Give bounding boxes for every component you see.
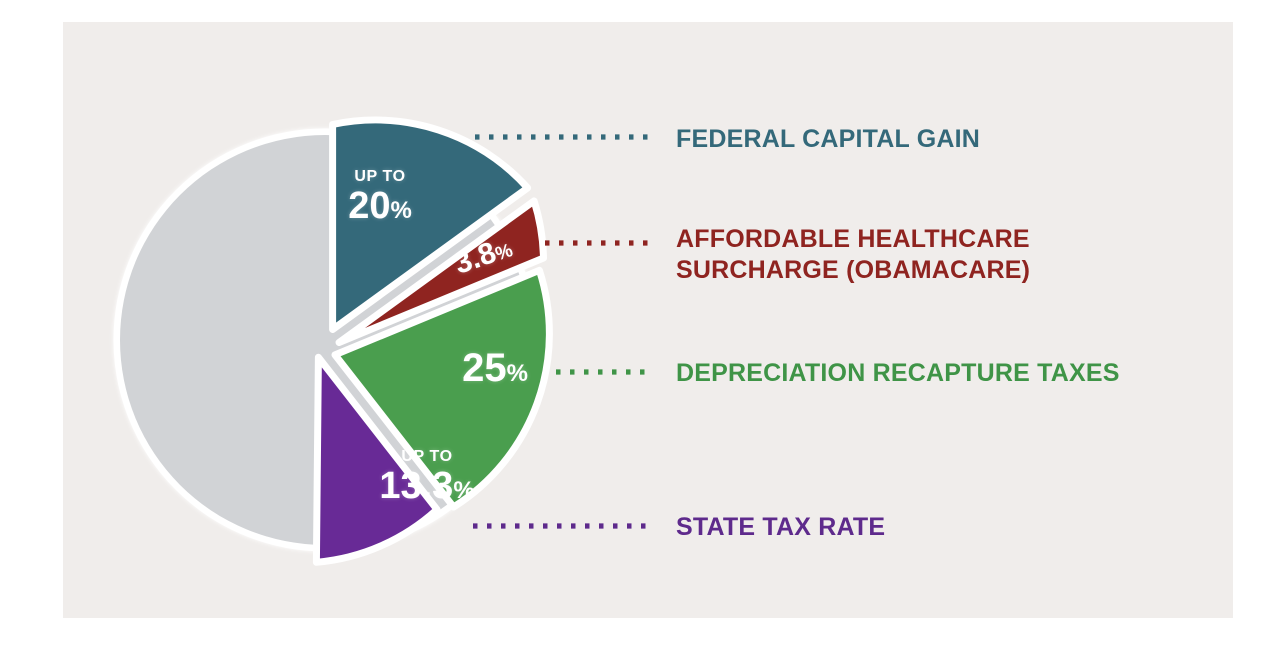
pie-slice-federal-capital-gain[interactable]: [329, 116, 532, 333]
legend-label-state-tax-rate: STATE TAX RATE: [676, 513, 886, 541]
legend-label-depreciation-recapture-taxes: DEPRECIATION RECAPTURE TAXES: [676, 359, 1120, 387]
pie-slice-depreciation-recapture-taxes[interactable]: [331, 266, 553, 511]
legend-label-affordable-healthcare-surcharge: AFFORDABLE HEALTHCARE SURCHARGE (OBAMACA…: [676, 225, 1031, 284]
pie-slice-state-tax-rate[interactable]: [312, 353, 441, 566]
pie-slice-affordable-healthcare-surcharge[interactable]: [335, 197, 548, 346]
legend-label-federal-capital-gain: FEDERAL CAPITAL GAIN: [676, 125, 981, 153]
